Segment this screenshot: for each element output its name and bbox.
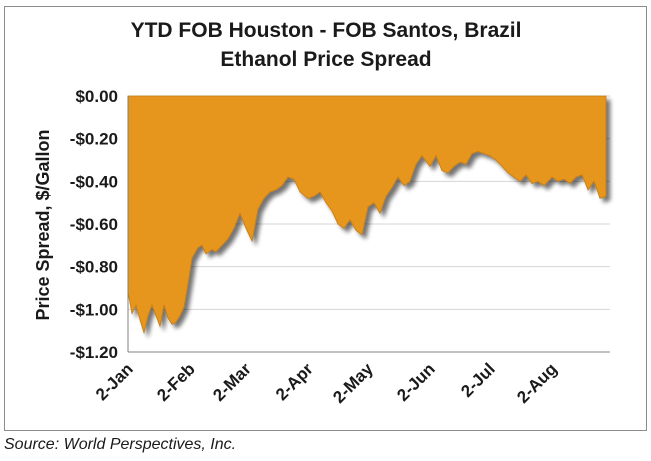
y-tick-label: -$0.40 xyxy=(70,172,118,191)
y-tick-label: -$1.20 xyxy=(70,343,118,362)
y-tick-label: -$0.60 xyxy=(70,215,118,234)
y-tick-label: -$0.80 xyxy=(70,258,118,277)
x-tick-label: 2-Jan xyxy=(92,359,137,404)
y-axis-label: Price Spread, $/Gallon xyxy=(33,129,53,320)
chart-frame xyxy=(4,6,647,431)
source-note: Source: World Perspectives, Inc. xyxy=(4,436,237,453)
x-tick-label: 2-May xyxy=(329,359,377,407)
axis-layer xyxy=(127,96,610,353)
x-tick-label: 2-Jun xyxy=(393,359,438,404)
y-tick-labels: $0.00 -$0.20 -$0.40 -$0.60 -$0.80 -$1.00 -$1.2… xyxy=(70,87,118,362)
series-area xyxy=(127,95,607,335)
area-layer xyxy=(127,95,607,335)
x-tick-label: 2-Feb xyxy=(153,359,198,404)
x-tick-label: 2-Mar xyxy=(209,359,255,405)
y-tick-label: -$0.20 xyxy=(70,130,118,149)
x-tick-label: 2-Jul xyxy=(457,359,498,400)
y-tick-label: $0.00 xyxy=(75,87,118,106)
x-tick-labels: 2-Jan 2-Feb 2-Mar 2-Apr 2-May 2-Jun 2-Jul 2-Aug xyxy=(92,359,561,407)
x-tick-label: 2-Apr xyxy=(272,359,317,404)
chart-title-line-1: YTD FOB Houston - FOB Santos, Brazil xyxy=(131,19,522,42)
x-tick-label: 2-Aug xyxy=(513,359,560,406)
y-tick-label: -$1.00 xyxy=(70,300,118,319)
chart-title-line-2: Ethanol Price Spread xyxy=(220,48,431,71)
